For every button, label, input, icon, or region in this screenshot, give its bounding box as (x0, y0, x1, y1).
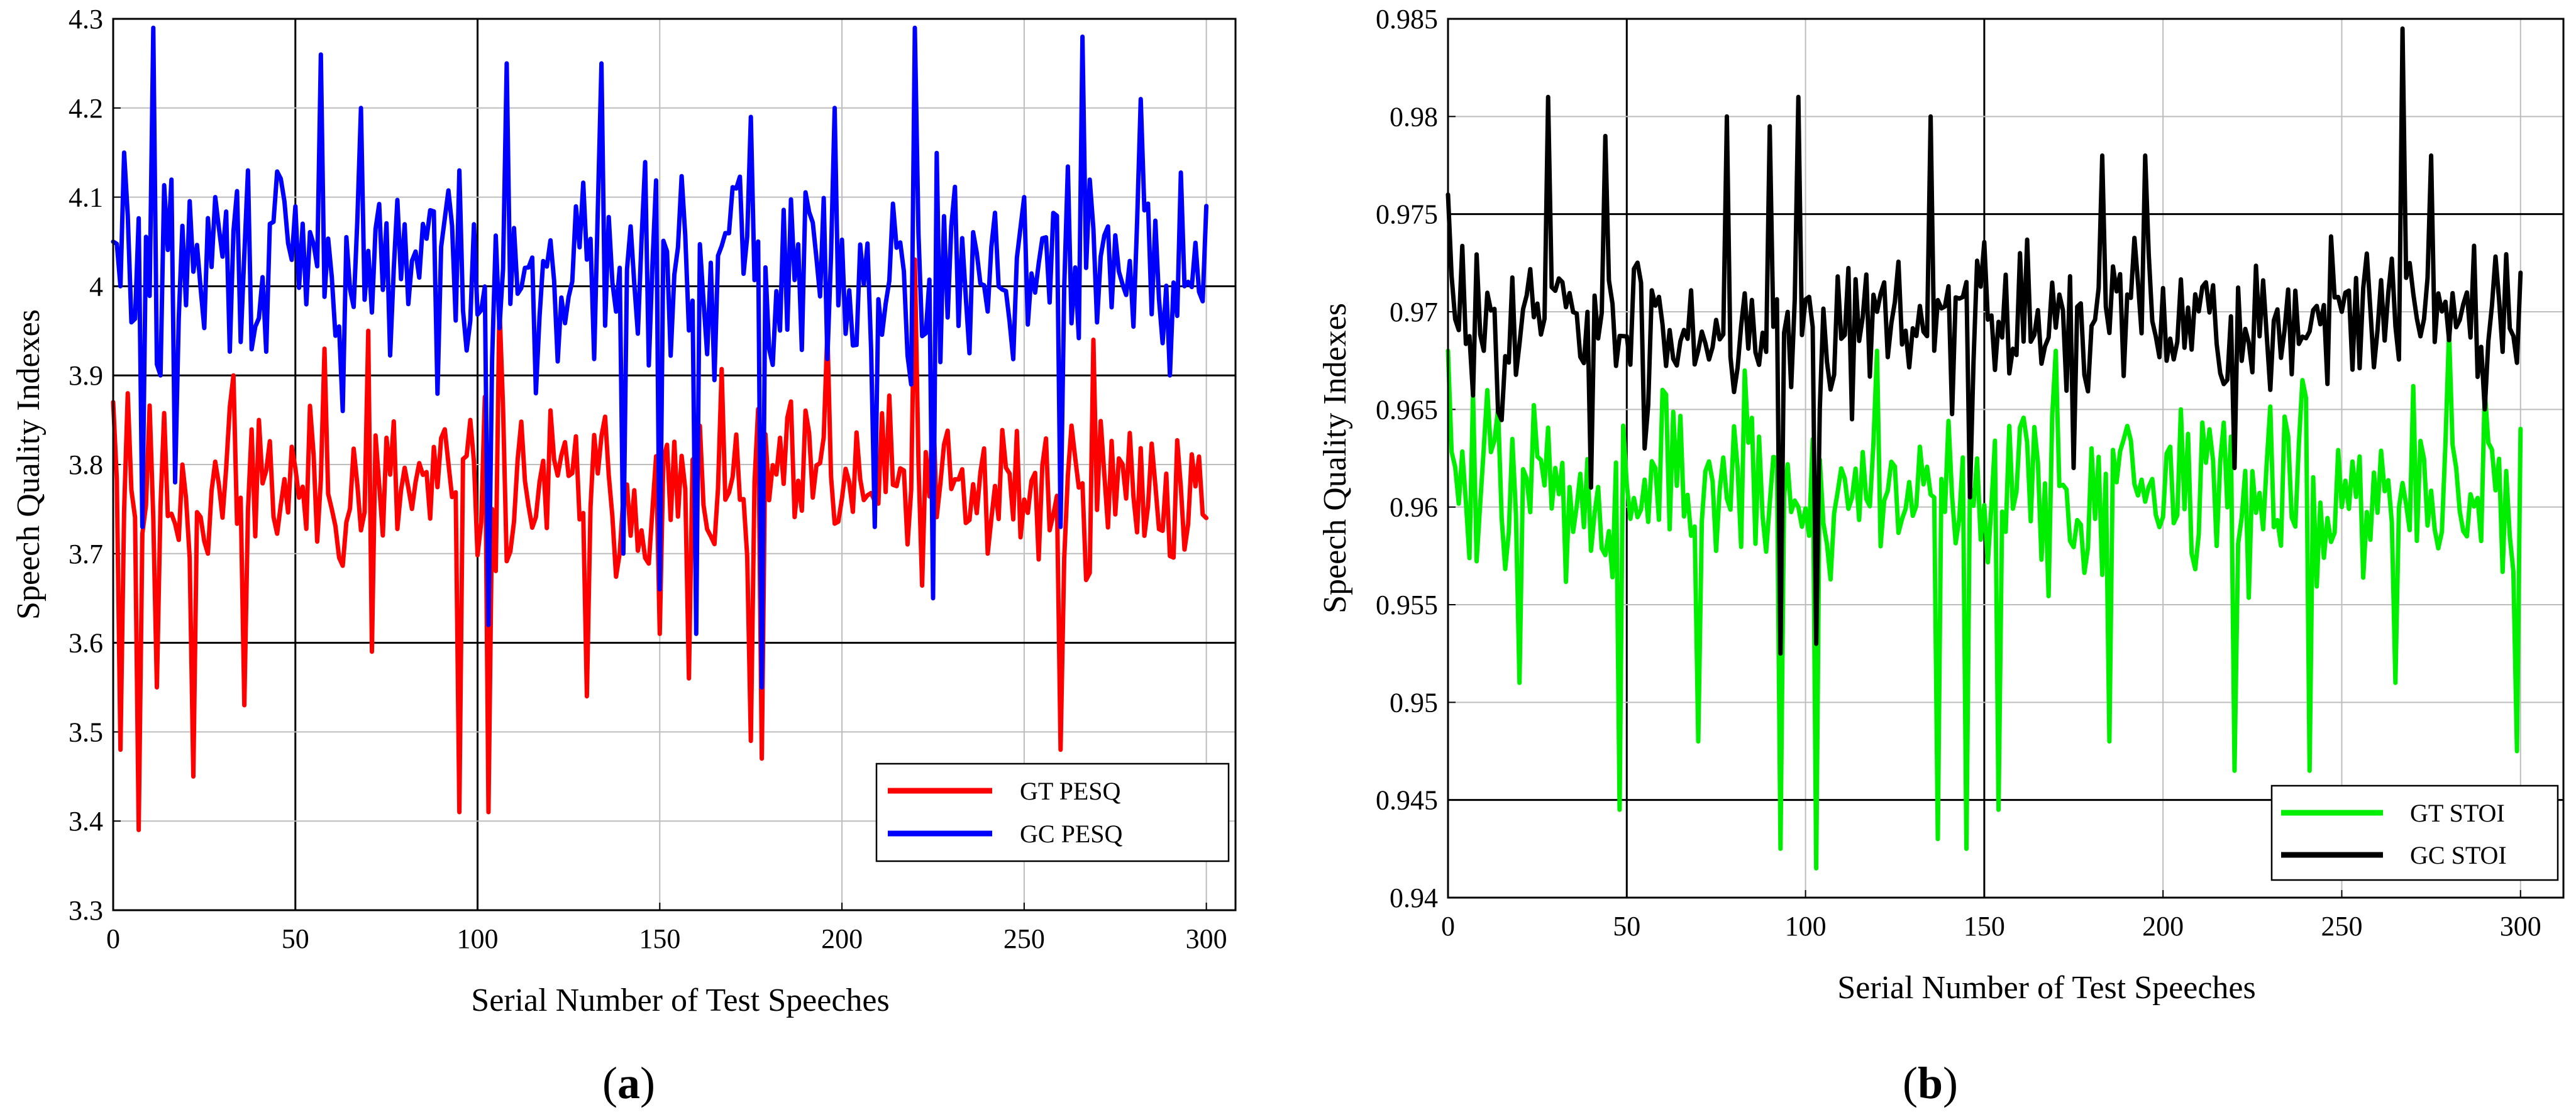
legend-box (875, 762, 1230, 862)
panel-caption: (a) (602, 1058, 655, 1108)
panel-caption-letter: a (617, 1058, 640, 1108)
legend-label-gc-pesq: GC PESQ (1020, 820, 1122, 848)
x-tick-labels: 0 50 100 150 200 250 300 (1441, 911, 2541, 942)
legend-label-gt-pesq: GT PESQ (1020, 777, 1121, 805)
y-tick-label: 3.7 (69, 539, 103, 570)
y-tick-label: 4 (89, 271, 103, 302)
y-tick-label: 0.95 (1390, 687, 1438, 718)
series-line-gc-pesq (111, 25, 1209, 690)
x-tick-label: 300 (2500, 911, 2541, 942)
y-tick-label: 4.3 (69, 4, 103, 35)
y-tick-label: 0.955 (1376, 590, 1438, 620)
y-tick-label: 0.985 (1376, 4, 1438, 35)
y-tick-label: 3.8 (69, 449, 103, 480)
series-lines (1446, 26, 2523, 871)
y-tick-label: 0.98 (1390, 101, 1438, 132)
x-tick-labels: 0 50 100 150 200 250 300 (106, 923, 1227, 954)
x-tick-label: 300 (1186, 923, 1227, 954)
plot-frame (1447, 18, 2565, 899)
x-tick-label: 250 (1003, 923, 1045, 954)
y-tick-label: 3.4 (69, 806, 103, 837)
x-tick-label: 50 (282, 923, 309, 954)
panel-b: 0.94 0.945 0.95 0.955 0.96 0.965 0.97 0.975 0.98… (1317, 4, 2565, 1108)
series-lines (111, 25, 1209, 832)
y-tick-label: 0.97 (1390, 297, 1438, 327)
legend: GT PESQ GC PESQ (875, 762, 1230, 862)
y-tick-label: 0.94 (1390, 883, 1438, 913)
x-tick-label: 250 (2321, 911, 2362, 942)
x-axis-label: Serial Number of Test Speeches (1837, 970, 2255, 1006)
y-axis-label: Speech Quality Indexes (11, 309, 47, 620)
x-tick-label: 150 (639, 923, 680, 954)
y-axis-label: Speech Quality Indexes (1317, 303, 1353, 614)
panel-caption: (b) (1903, 1058, 1958, 1108)
y-tick-labels: 3.3 3.4 3.5 3.6 3.7 3.8 3.9 4 4.1 4.2 4.3 (69, 4, 103, 926)
legend: GT STOI GC STOI (2270, 784, 2559, 881)
y-tick-label: 4.1 (69, 182, 103, 213)
x-tick-label: 0 (1441, 911, 1455, 942)
y-tick-label: 0.945 (1376, 785, 1438, 816)
x-tick-label: 100 (1785, 911, 1827, 942)
y-tick-label: 0.96 (1390, 492, 1438, 523)
x-tick-label: 200 (821, 923, 863, 954)
y-tick-labels: 0.94 0.945 0.95 0.955 0.96 0.965 0.97 0.975 0.98… (1376, 4, 1438, 913)
legend-label-gc-stoi: GC STOI (2410, 841, 2507, 869)
series-line-gt-pesq (111, 257, 1209, 832)
x-tick-label: 50 (1613, 911, 1640, 942)
x-tick-label: 150 (1964, 911, 2005, 942)
legend-box (2270, 784, 2559, 881)
y-tick-label: 3.5 (69, 717, 103, 747)
plot-frame (112, 18, 1237, 911)
panel-caption-letter: b (1918, 1058, 1943, 1108)
y-tick-label: 4.2 (69, 93, 103, 124)
x-tick-label: 0 (106, 923, 120, 954)
x-tick-label: 200 (2142, 911, 2184, 942)
y-tick-label: 0.975 (1376, 199, 1438, 230)
y-tick-label: 3.3 (69, 895, 103, 926)
panel-a: 3.3 3.4 3.5 3.6 3.7 3.8 3.9 4 4.1 4.2 4.3 0 50 100 15… (11, 4, 1237, 1108)
series-line-gt-stoi (1446, 329, 2523, 871)
y-tick-label: 3.9 (69, 360, 103, 391)
series-line-gc-stoi (1446, 26, 2523, 656)
x-axis-label: Serial Number of Test Speeches (471, 982, 889, 1018)
y-tick-label: 3.6 (69, 628, 103, 659)
legend-label-gt-stoi: GT STOI (2410, 799, 2505, 827)
x-tick-label: 100 (457, 923, 499, 954)
y-tick-label: 0.965 (1376, 394, 1438, 425)
